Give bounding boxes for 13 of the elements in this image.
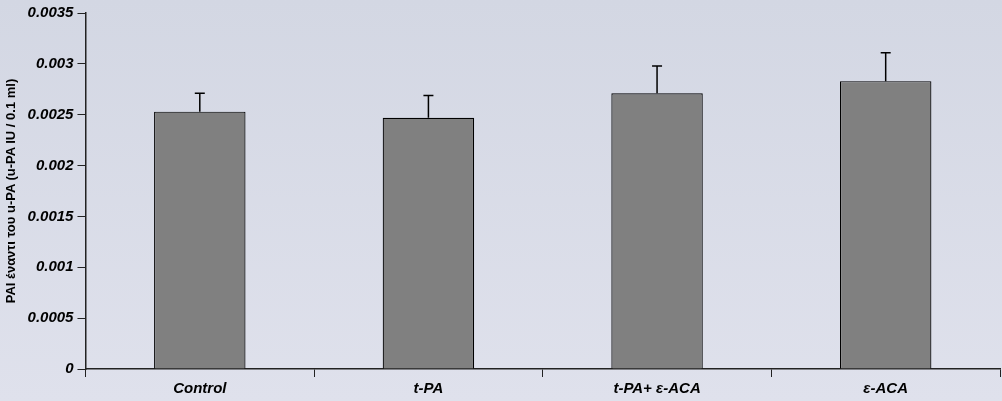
y-tick-label: 0.0005 <box>27 308 75 326</box>
x-tick-label: Control <box>173 379 228 397</box>
y-tick-label: 0.0015 <box>27 206 75 224</box>
y-tick-label: 0.0035 <box>27 3 75 21</box>
x-tick-label: t-PA+ ε-ACA <box>613 379 701 397</box>
y-tick-label: 0 <box>65 359 75 377</box>
y-tick-label: 0.001 <box>35 257 74 275</box>
y-tick-label: 0.0025 <box>27 104 75 122</box>
y-axis-title: PAI έναντι του u-PA (u-PA IU / 0.1 ml) <box>3 78 19 304</box>
x-tick-label: ε-ACA <box>863 379 909 397</box>
y-tick-label: 0.002 <box>35 155 75 173</box>
y-tick-label: 0.003 <box>35 54 75 71</box>
x-tick-label: t-PA <box>413 379 444 397</box>
